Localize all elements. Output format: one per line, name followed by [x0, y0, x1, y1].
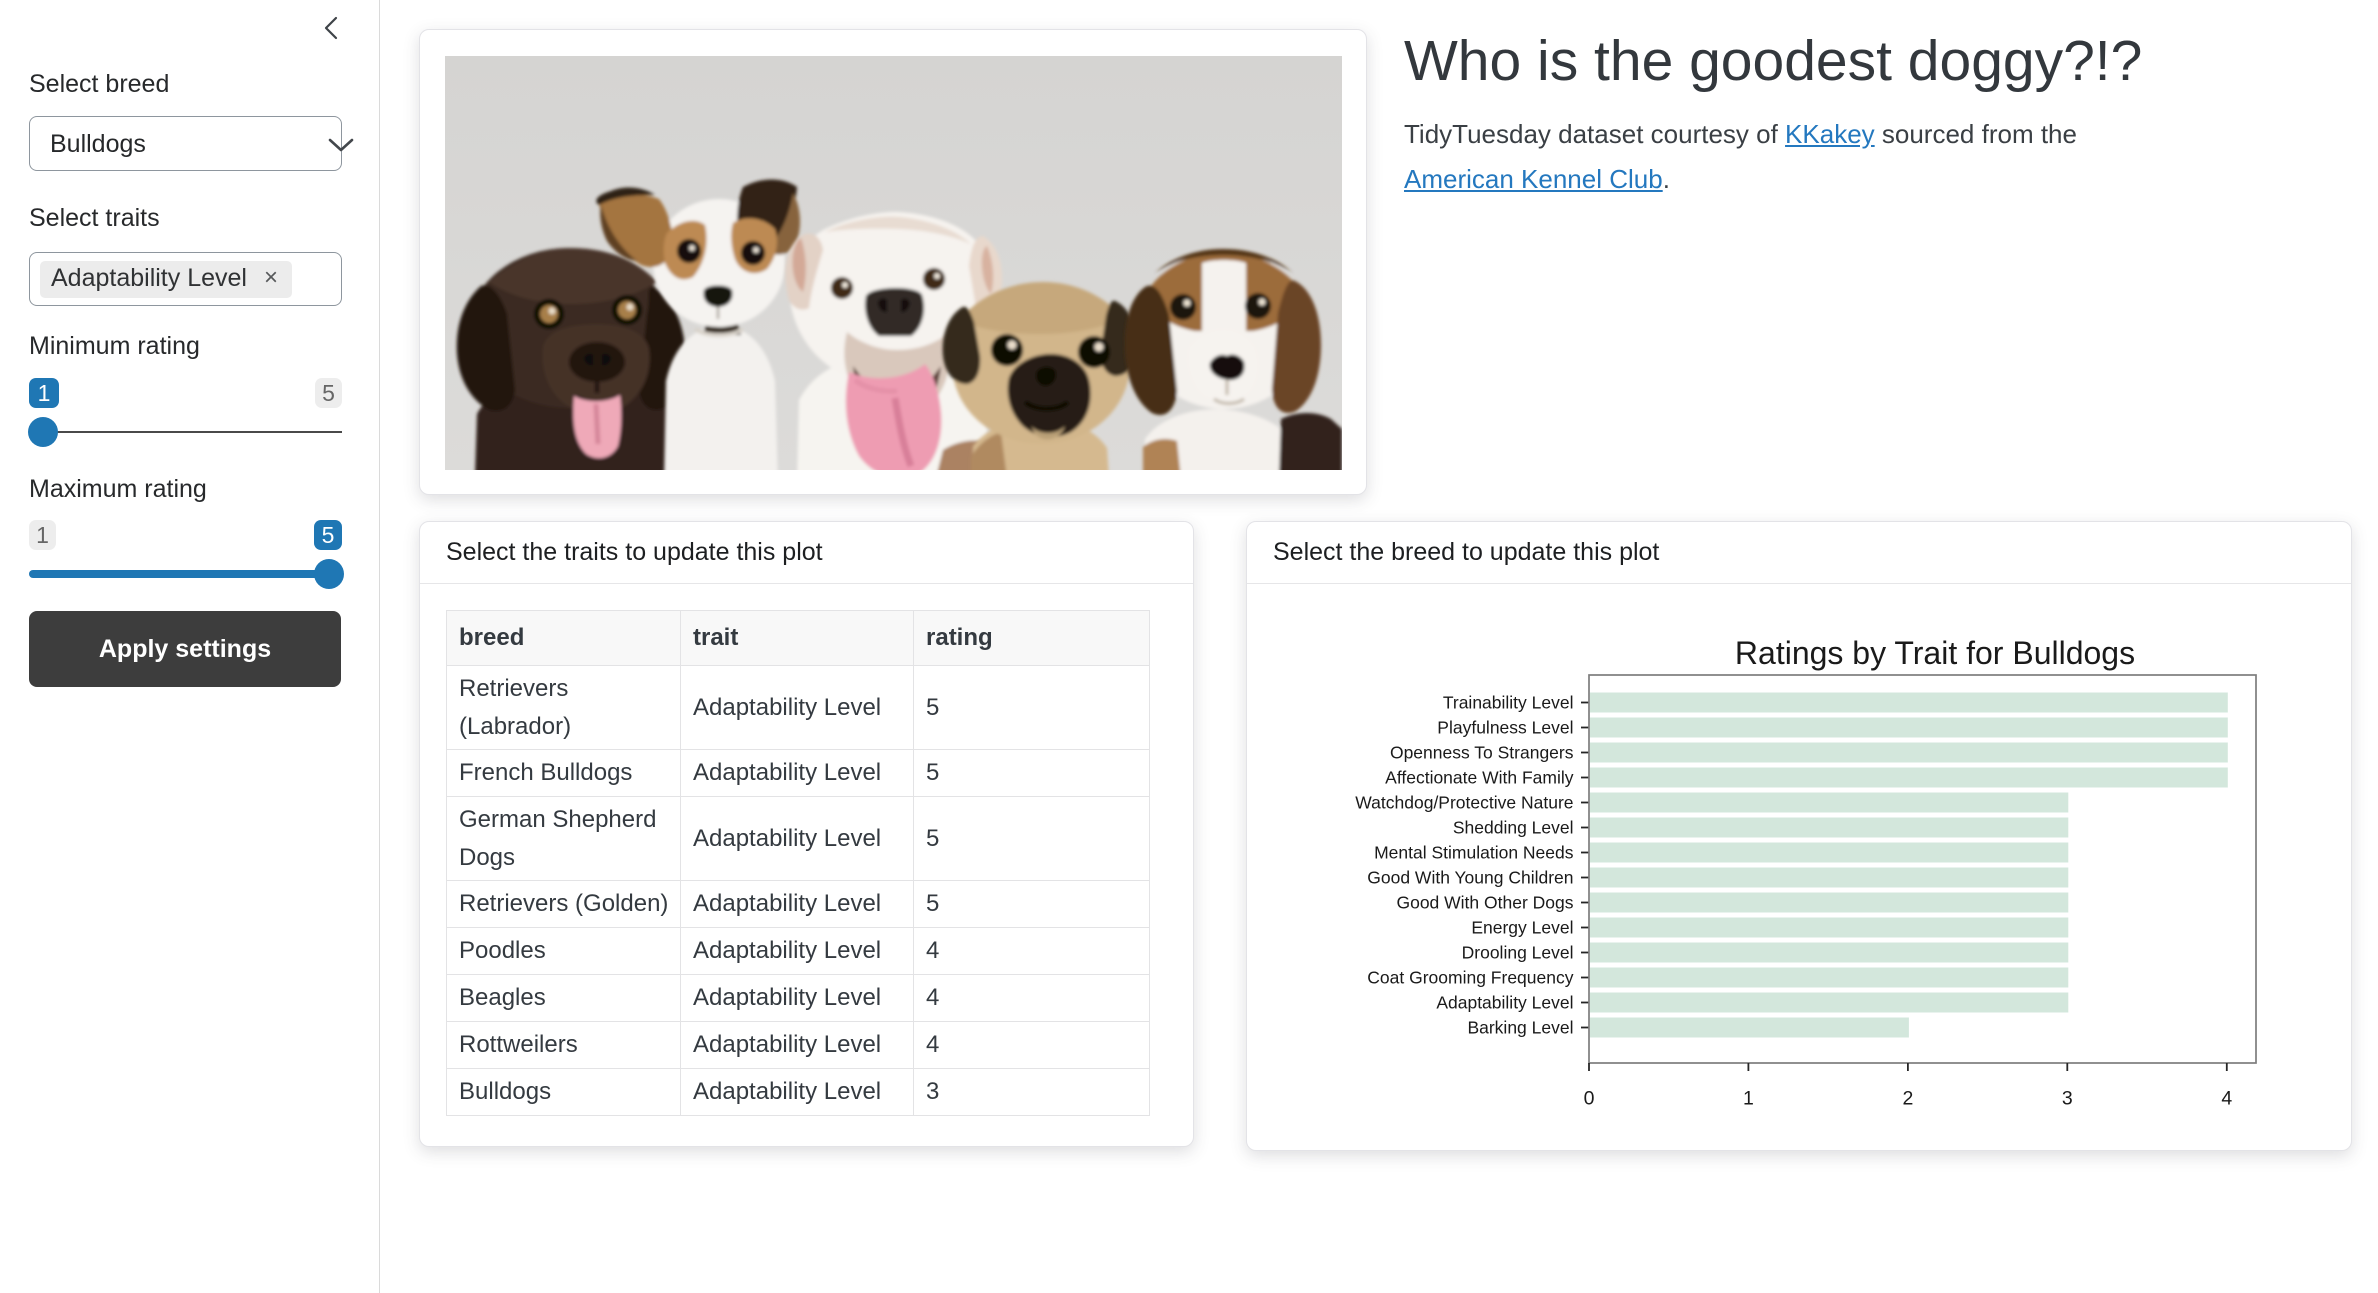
svg-text:Openness To Strangers: Openness To Strangers	[1390, 743, 1574, 763]
svg-text:4: 4	[2221, 1088, 2232, 1110]
svg-text:Energy Level: Energy Level	[1471, 918, 1573, 938]
svg-text:Adaptability Level: Adaptability Level	[1436, 993, 1573, 1013]
svg-text:1: 1	[1743, 1088, 1754, 1110]
svg-text:Coat Grooming Frequency: Coat Grooming Frequency	[1367, 968, 1573, 988]
svg-text:Good With Other Dogs: Good With Other Dogs	[1396, 893, 1573, 913]
svg-text:Barking Level: Barking Level	[1467, 1018, 1573, 1038]
svg-text:Mental Stimulation Needs: Mental Stimulation Needs	[1374, 843, 1574, 863]
svg-text:Affectionate With Family: Affectionate With Family	[1385, 768, 1574, 788]
svg-text:3: 3	[2062, 1088, 2073, 1110]
svg-text:Good With Young Children: Good With Young Children	[1367, 868, 1573, 888]
svg-text:Shedding Level: Shedding Level	[1453, 818, 1574, 838]
svg-text:0: 0	[1584, 1088, 1595, 1110]
svg-text:Ratings by Trait for Bulldogs: Ratings by Trait for Bulldogs	[1735, 635, 2135, 671]
svg-text:Trainability Level: Trainability Level	[1443, 693, 1574, 713]
svg-text:2: 2	[1902, 1088, 1913, 1110]
svg-text:Drooling Level: Drooling Level	[1462, 943, 1574, 963]
svg-text:Watchdog/Protective Nature: Watchdog/Protective Nature	[1355, 793, 1573, 813]
svg-text:Playfulness Level: Playfulness Level	[1437, 718, 1573, 738]
